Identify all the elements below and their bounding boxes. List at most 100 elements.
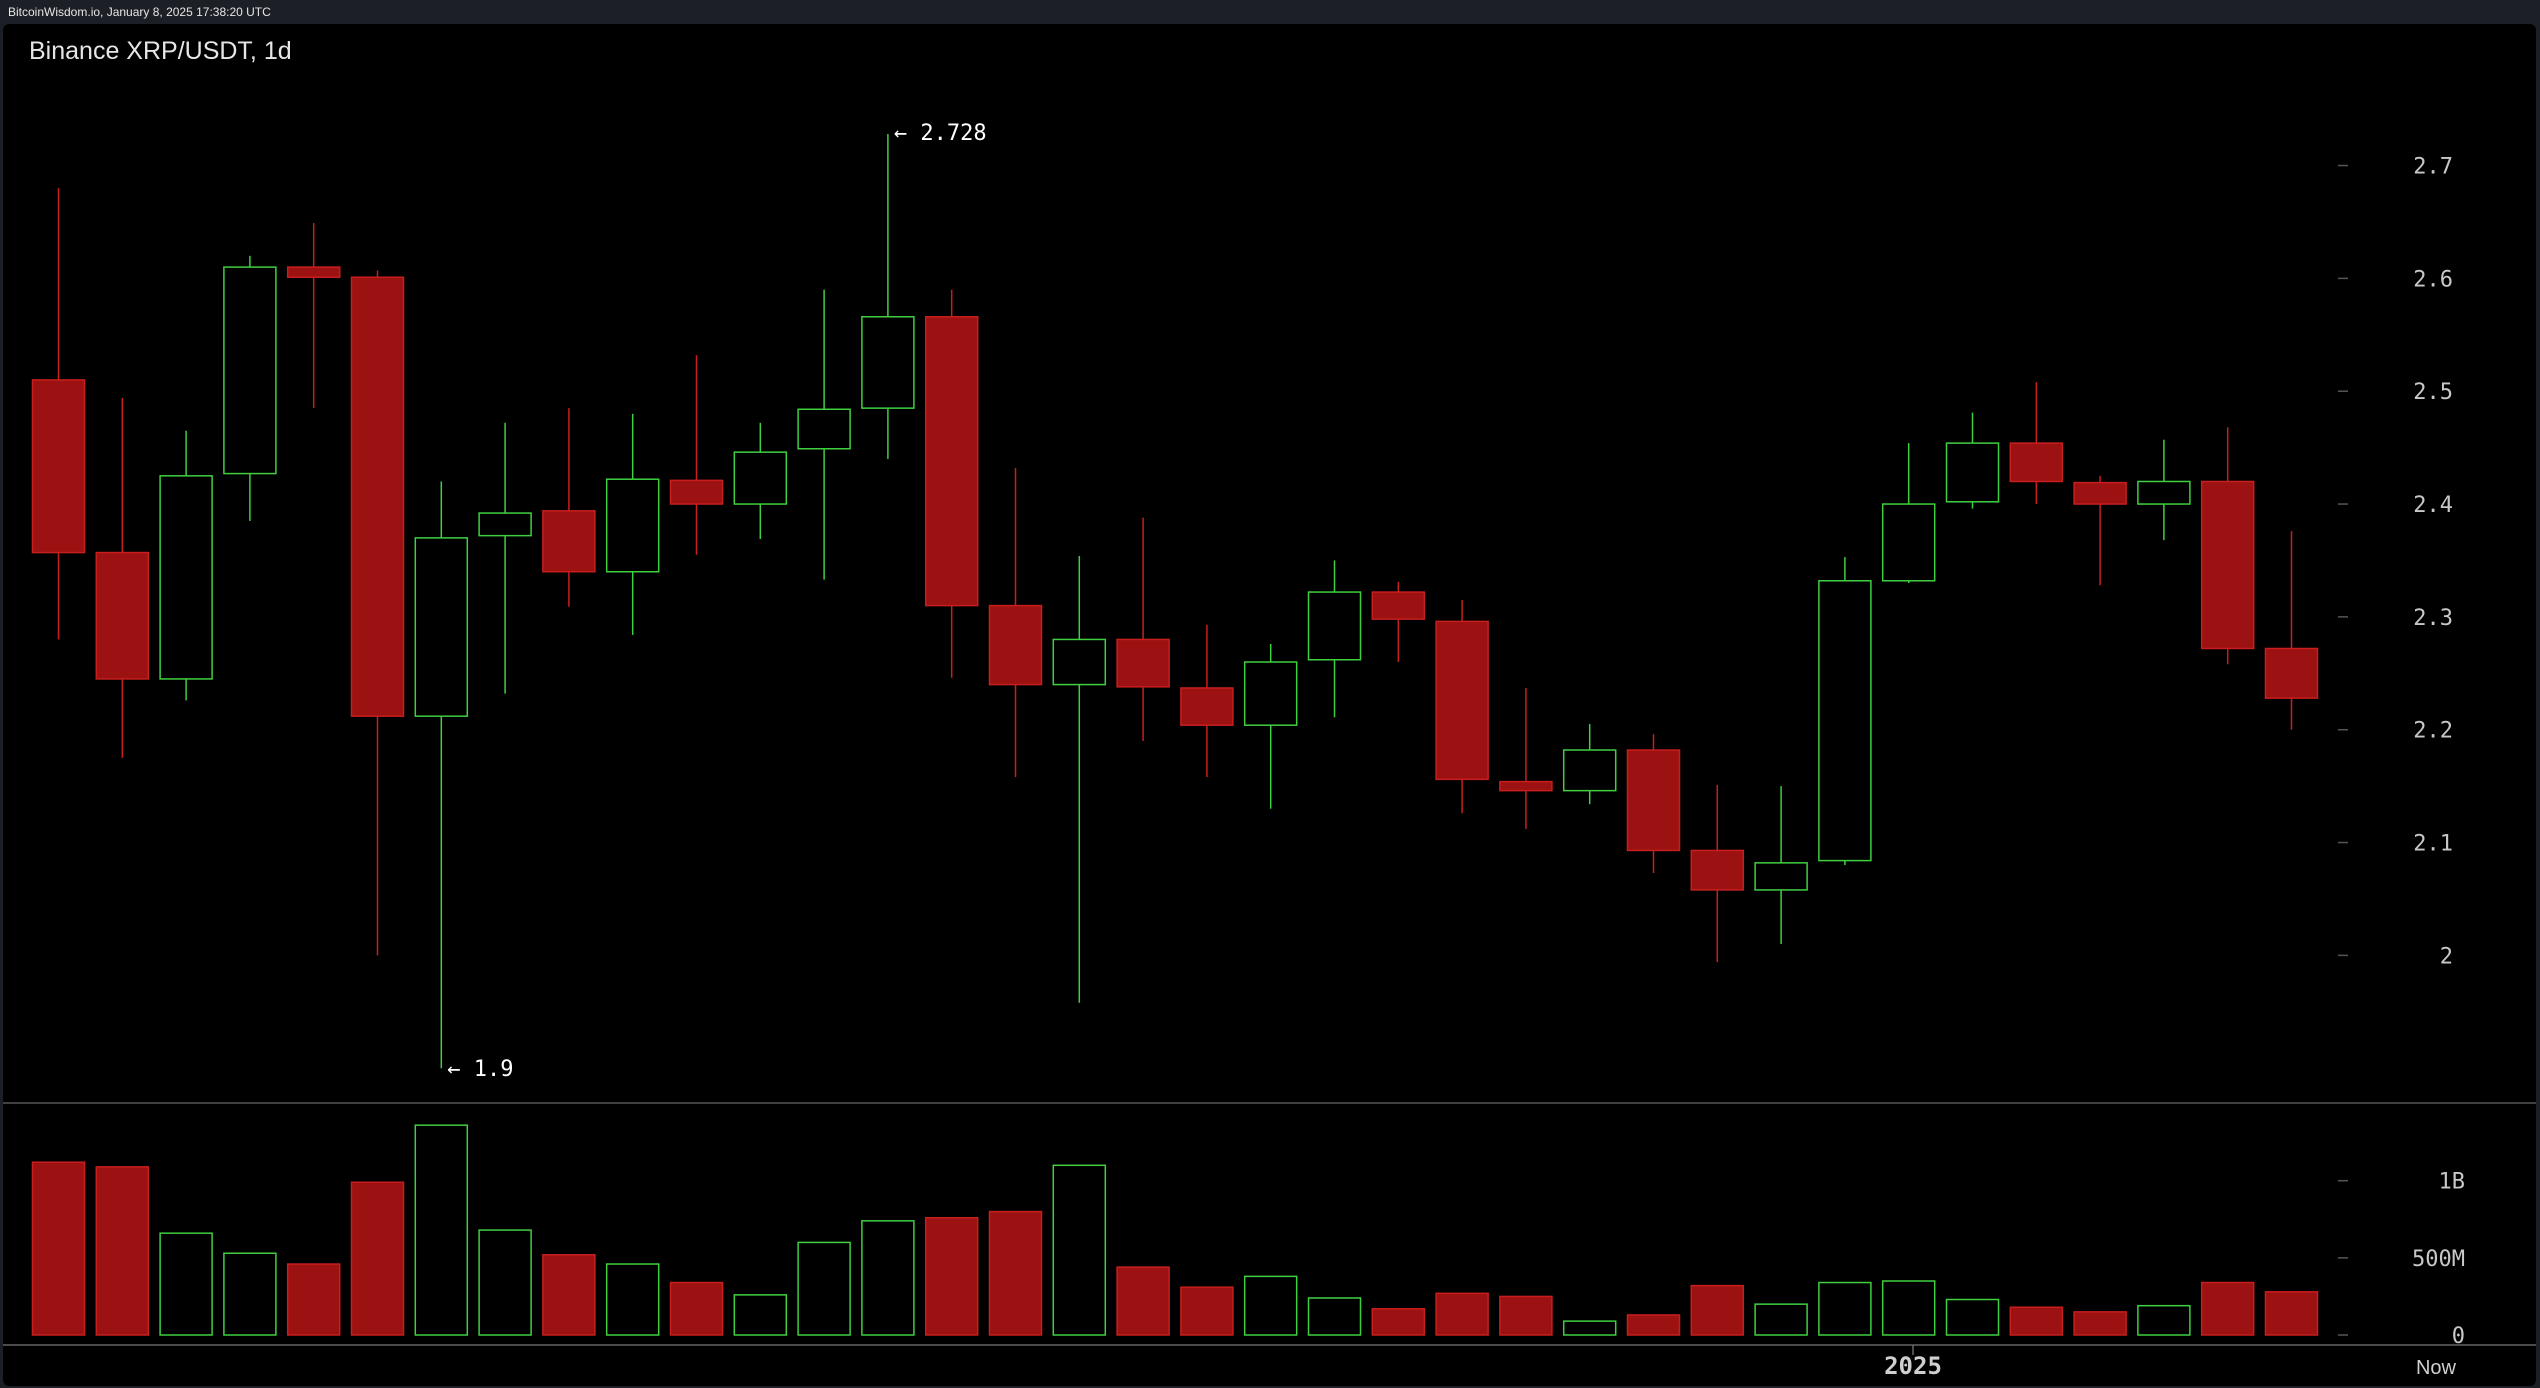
volume-bar (2137, 1304, 2191, 1336)
candle-body (2264, 647, 2319, 699)
candle-down (1371, 581, 1426, 663)
candle-up (159, 430, 213, 701)
volume-bars (31, 1124, 2319, 1336)
volume-tick-label: 1B (2439, 1170, 2466, 1195)
candle-body (223, 266, 277, 475)
candle-body (95, 551, 150, 680)
candle-body (1307, 591, 1362, 661)
volume-bar (1371, 1308, 1426, 1336)
volume-tick-label: 500M (2412, 1247, 2465, 1272)
candle-up (733, 422, 788, 540)
candle-body (1243, 661, 1298, 726)
price-tick-label: 2.1 (2413, 832, 2453, 857)
candle-body (988, 604, 1043, 686)
candle-body (2200, 480, 2255, 650)
candle-body (1945, 442, 2000, 503)
candle-down (1116, 517, 1170, 741)
candle-body (286, 266, 341, 279)
candle-up (2137, 439, 2191, 541)
candle-body (1499, 780, 1553, 792)
volume-bar (733, 1294, 788, 1336)
candle-up (1562, 724, 1617, 805)
price-tick-label: 2.5 (2413, 380, 2453, 405)
candle-down (1690, 784, 1745, 963)
candle-up (414, 481, 469, 1069)
volume-bar (2073, 1311, 2127, 1336)
candle-down (2200, 427, 2255, 665)
candle-up (1881, 443, 1936, 584)
volume-bar (1626, 1314, 1681, 1336)
volume-bar (95, 1166, 150, 1336)
volume-bar (1243, 1275, 1298, 1336)
chart-panel[interactable]: Binance XRP/USDT, 1d 2 2.1 2.2 2.3 2.4 2.5 2.6… (3, 24, 2536, 1386)
volume-bar (414, 1124, 469, 1336)
candle-down (1626, 734, 1681, 874)
volume-bar (1690, 1284, 1745, 1336)
candle-body (31, 379, 86, 554)
candle-down (1180, 624, 1234, 778)
volume-bar (797, 1241, 851, 1336)
candle-up (605, 413, 660, 635)
volume-bar (2009, 1306, 2064, 1336)
candle-down (2009, 382, 2064, 505)
volume-bar (605, 1263, 660, 1336)
candle-up (861, 133, 915, 459)
candle-up (1945, 412, 2000, 509)
candle-body (1562, 749, 1617, 792)
candle-down (669, 355, 724, 555)
candle-down (1435, 599, 1489, 814)
candle-down (924, 289, 979, 678)
price-axis: 2 2.1 2.2 2.3 2.4 2.5 2.6 2.7 (2338, 155, 2453, 969)
candle-down (350, 270, 405, 956)
candle-body (159, 475, 213, 680)
candle-body (1180, 687, 1234, 726)
candle-up (1052, 555, 1107, 1003)
candle-body (1690, 849, 1745, 891)
candle-down (286, 223, 341, 409)
volume-bar (31, 1161, 86, 1336)
volume-axis: 0 500M 1B (2338, 1170, 2465, 1349)
candle-body (1818, 580, 1872, 862)
year-label: 2025 (1884, 1352, 1942, 1380)
volume-bar (861, 1220, 915, 1336)
candles (31, 133, 2319, 1069)
volume-bar (1499, 1295, 1553, 1336)
volume-bar (2200, 1281, 2255, 1336)
candle-down (2073, 475, 2127, 586)
volume-tick-label: 0 (2452, 1324, 2465, 1349)
volume-bar (669, 1281, 724, 1336)
volume-bar (542, 1254, 596, 1336)
volume-bar (1881, 1280, 1936, 1336)
candle-body (924, 315, 979, 607)
candle-body (733, 451, 788, 505)
candle-body (861, 315, 915, 409)
candle-body (669, 479, 724, 505)
candle-body (1626, 749, 1681, 852)
candle-up (797, 289, 851, 580)
price-tick-label: 2 (2440, 944, 2453, 969)
volume-bar (2264, 1291, 2319, 1336)
candle-up (1307, 560, 1362, 718)
candle-up (478, 422, 532, 694)
candle-body (414, 537, 469, 717)
volume-bar (223, 1252, 277, 1336)
candle-body (797, 408, 851, 450)
price-tick-label: 2.4 (2413, 493, 2453, 518)
volume-bar (924, 1216, 979, 1336)
volume-bar (1945, 1298, 2000, 1336)
candle-down (95, 397, 150, 758)
now-label: Now (2416, 1357, 2457, 1379)
chart-title: Binance XRP/USDT, 1d (29, 37, 292, 65)
candle-body (2073, 481, 2127, 505)
candlestick-chart[interactable]: Binance XRP/USDT, 1d 2 2.1 2.2 2.3 2.4 2.5 2.6… (3, 24, 2536, 1386)
volume-bar (1180, 1286, 1234, 1336)
volume-bar (1052, 1164, 1107, 1336)
volume-bar (988, 1210, 1043, 1336)
candle-body (2137, 480, 2191, 505)
volume-bar (350, 1181, 405, 1336)
volume-bar (1562, 1320, 1617, 1336)
candle-body (478, 512, 532, 537)
candle-body (2009, 442, 2064, 483)
low-annotation: ← 1.9 (447, 1057, 513, 1082)
high-annotation: ← 2.728 (894, 121, 987, 146)
